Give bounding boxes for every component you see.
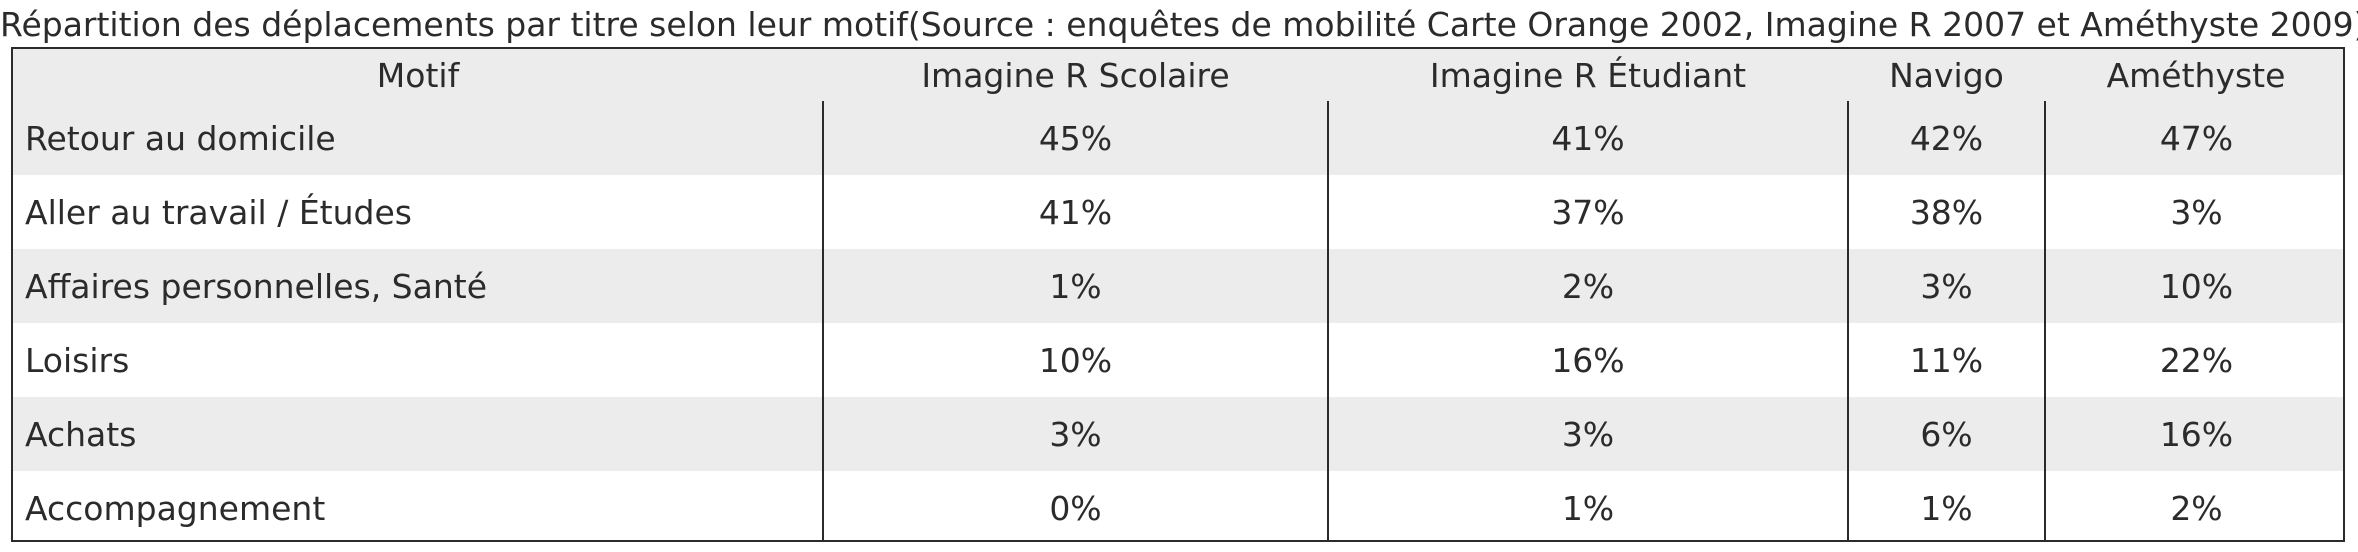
table-cell: 6%	[1847, 397, 2045, 471]
table-row: Aller au travail / Études 41% 37% 38% 3%	[13, 175, 2343, 249]
table-row: Retour au domicile 45% 41% 42% 47%	[13, 101, 2343, 175]
table-cell-motif: Loisirs	[13, 323, 823, 397]
table-row: Affaires personnelles, Santé 1% 2% 3% 10…	[13, 249, 2343, 323]
table-cell: 10%	[822, 323, 1328, 397]
table-cell: 1%	[1847, 471, 2045, 540]
table-row: Achats 3% 3% 6% 16%	[13, 397, 2343, 471]
table-cell: 41%	[822, 175, 1328, 249]
table-cell: 16%	[1327, 323, 1848, 397]
table-cell: 2%	[1327, 249, 1848, 323]
column-header-motif: Motif	[13, 49, 823, 101]
column-header-navigo: Navigo	[1848, 49, 2045, 101]
data-table: Motif Imagine R Scolaire Imagine R Étudi…	[13, 49, 2343, 540]
table-cell: 41%	[1327, 101, 1848, 175]
table-cell: 38%	[1847, 175, 2045, 249]
table-cell: 37%	[1327, 175, 1848, 249]
table-row: Loisirs 10% 16% 11% 22%	[13, 323, 2343, 397]
column-header-imagine-r-etudiant: Imagine R Étudiant	[1328, 49, 1848, 101]
table-cell: 2%	[2044, 471, 2343, 540]
table-cell: 0%	[822, 471, 1328, 540]
table-cell: 42%	[1847, 101, 2045, 175]
table-row: Accompagnement 0% 1% 1% 2%	[13, 471, 2343, 540]
table-cell-motif: Affaires personnelles, Santé	[13, 249, 823, 323]
table-header-row: Motif Imagine R Scolaire Imagine R Étudi…	[13, 49, 2343, 101]
table-cell-motif: Retour au domicile	[13, 101, 823, 175]
table-caption: Répartition des déplacements par titre s…	[0, 5, 2358, 44]
data-table-container: Motif Imagine R Scolaire Imagine R Étudi…	[11, 47, 2345, 542]
table-cell: 3%	[1847, 249, 2045, 323]
table-cell: 11%	[1847, 323, 2045, 397]
table-cell: 1%	[822, 249, 1328, 323]
column-header-amethyste: Améthyste	[2045, 49, 2343, 101]
table-cell: 47%	[2044, 101, 2343, 175]
table-cell-motif: Achats	[13, 397, 823, 471]
table-cell: 10%	[2044, 249, 2343, 323]
table-cell: 3%	[822, 397, 1328, 471]
table-cell-motif: Aller au travail / Études	[13, 175, 823, 249]
column-header-imagine-r-scolaire: Imagine R Scolaire	[823, 49, 1328, 101]
table-cell: 16%	[2044, 397, 2343, 471]
table-cell: 45%	[822, 101, 1328, 175]
table-cell: 3%	[2044, 175, 2343, 249]
table-cell: 1%	[1327, 471, 1848, 540]
table-cell: 3%	[1327, 397, 1848, 471]
table-cell-motif: Accompagnement	[13, 471, 823, 540]
table-cell: 22%	[2044, 323, 2343, 397]
